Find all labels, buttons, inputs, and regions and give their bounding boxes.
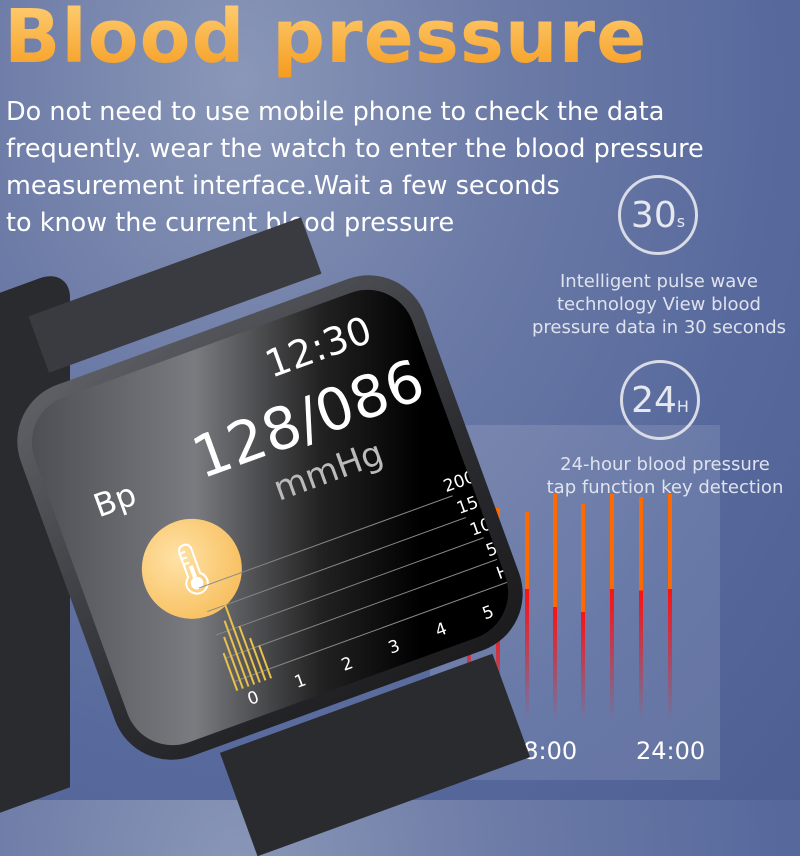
30s-badge: 30 s [618,175,698,255]
feature-line: technology View blood [557,294,761,315]
description-line: to know the current blood pressure [6,208,455,238]
bp-bar [668,494,672,720]
x-label: 2 [338,653,356,676]
y-label: 150 [454,488,492,519]
bp-bar [553,494,557,720]
y-label: 50 [483,535,511,562]
pulse-bars [207,594,283,691]
description-line: frequently. wear the watch to enter the … [6,134,704,164]
feature-line: pressure data in 30 seconds [531,317,787,338]
page-title: Blood pressure [4,0,647,80]
feature-24h-text: 24-hour blood pressure tap function key … [530,453,800,499]
feature-line: 24-hour blood pressure [560,454,770,475]
x-label: 5 [479,601,497,625]
x-label: 0 [244,687,262,710]
badge-value: 24 [631,379,677,421]
badge-unit: s [676,211,686,231]
time-label-24: 24:00 [636,737,706,765]
feature-30s-text: Intelligent pulse wave technology View b… [525,270,793,339]
x-label: 1 [291,670,309,693]
pulse-bar [258,645,273,679]
x-label: 3 [385,636,403,659]
bp-bar [525,512,529,720]
description-line: Do not need to use mobile phone to check… [6,97,665,127]
bp-bar [639,497,643,720]
badge-value: 30 [630,194,677,236]
badge-unit: H [676,396,689,416]
pulse-bar [223,620,250,687]
x-label: 4 [432,618,450,642]
description-line: measurement interface.Wait a few seconds [6,171,560,201]
feature-line: tap function key detection [546,477,784,498]
bp-bar [610,494,614,720]
description: Do not need to use mobile phone to check… [6,94,766,242]
bp-label: Bp [88,474,142,526]
bp-bar [581,504,585,720]
24h-badge: 24 H [620,360,700,440]
feature-line: Intelligent pulse wave [559,271,759,292]
y-label: H [493,560,513,585]
